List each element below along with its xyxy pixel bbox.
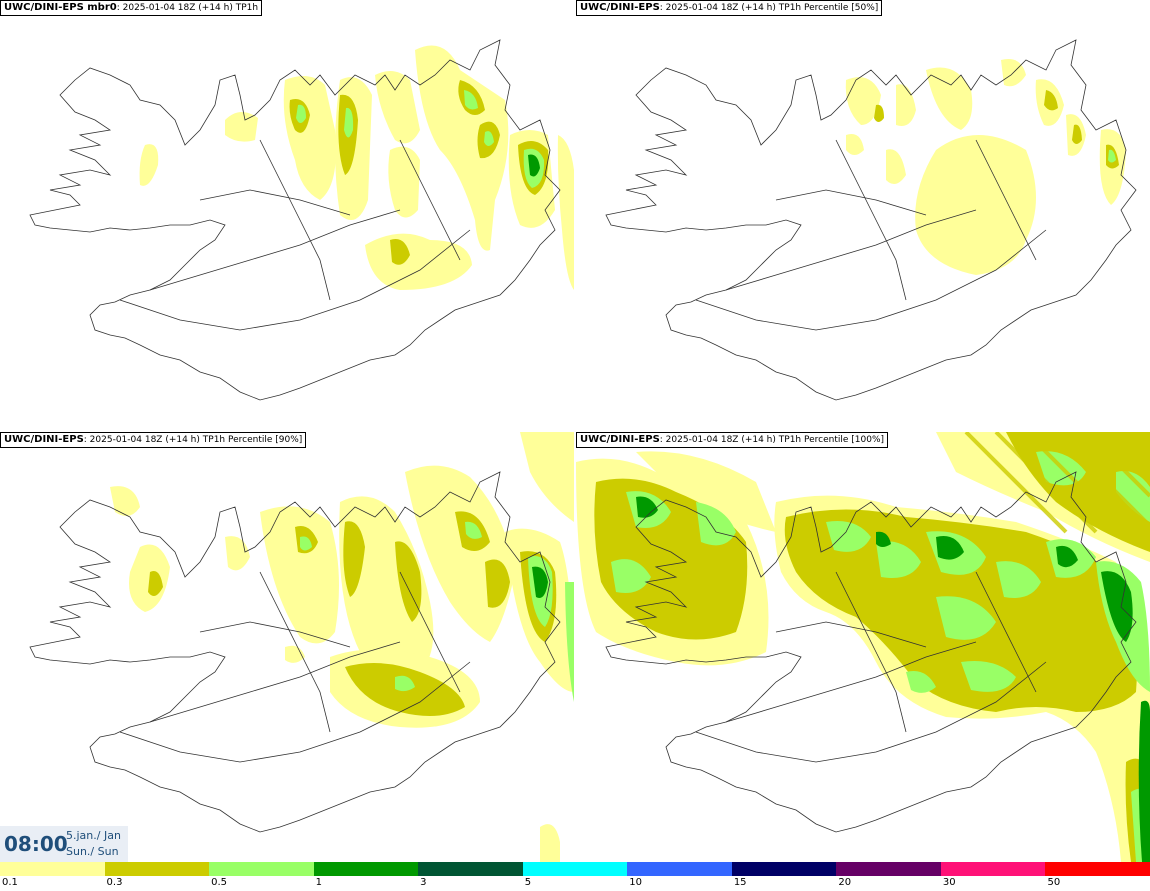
panel-divider xyxy=(574,0,576,862)
map-panel-p100: UWC/DINI-EPS: 2025-01-04 18Z (+14 h) TP1… xyxy=(576,432,1150,862)
precip-map xyxy=(29,39,574,401)
colorbar-swatch xyxy=(209,862,314,876)
iceland-coastline xyxy=(29,471,561,833)
panel-title: UWC/DINI-EPS: 2025-01-04 18Z (+14 h) TP1… xyxy=(576,0,883,16)
precip-map xyxy=(605,39,1137,401)
colorbar-swatch xyxy=(940,862,1046,876)
precip-map xyxy=(576,432,1150,862)
colorbar-swatch xyxy=(418,862,523,876)
colorbar-label: 3 xyxy=(420,877,427,888)
colorbar-swatch xyxy=(0,862,105,876)
valid-date-weekday: Sun./ Sun xyxy=(66,845,119,858)
colorbar-swatch xyxy=(836,862,941,876)
colorbar-label: 5 xyxy=(524,877,532,888)
precip-contours xyxy=(576,432,1150,862)
colorbar-swatch xyxy=(1045,862,1150,876)
colorbar-swatch xyxy=(522,862,628,876)
map-panel-mbr0: UWC/DINI-EPS mbr0: 2025-01-04 18Z (+14 h… xyxy=(0,0,574,430)
colorbar-label: 1 xyxy=(315,877,322,888)
colorbar-labels: 0.1 0.3 0.5 1 3 5 10 15 20 30 50 xyxy=(0,876,1150,891)
panel-title: UWC/DINI-EPS: 2025-01-04 18Z (+14 h) TP1… xyxy=(0,432,307,448)
map-panel-p50: UWC/DINI-EPS: 2025-01-04 18Z (+14 h) TP1… xyxy=(576,0,1150,430)
iceland-coastline xyxy=(605,39,1137,401)
precip-contours xyxy=(110,432,574,862)
colorbar-swatch xyxy=(731,862,837,876)
iceland-coastline xyxy=(29,39,561,401)
iceland-coastline xyxy=(605,471,1137,833)
precip-contours xyxy=(845,59,1126,275)
rain-bands xyxy=(964,432,1150,534)
panel-title: UWC/DINI-EPS: 2025-01-04 18Z (+14 h) TP1… xyxy=(576,432,889,448)
valid-time: 08:00 xyxy=(4,832,68,856)
colorbar-swatch xyxy=(313,862,419,876)
valid-time-box: 08:00 5.jan./ Jan Sun./ Sun xyxy=(0,826,128,862)
colorbar-label: 10 xyxy=(629,877,642,888)
precip-contours xyxy=(139,45,574,290)
precip-colorbar xyxy=(0,862,1150,876)
valid-date-day: 5.jan./ Jan xyxy=(66,829,121,842)
colorbar-swatch xyxy=(104,862,210,876)
colorbar-swatch xyxy=(627,862,732,876)
colorbar-label: 0.3 xyxy=(106,877,123,888)
map-panel-p90: UWC/DINI-EPS: 2025-01-04 18Z (+14 h) TP1… xyxy=(0,432,574,862)
precip-map xyxy=(29,432,574,862)
colorbar-label: 50 xyxy=(1047,877,1061,888)
colorbar-label: 0.5 xyxy=(211,877,227,888)
colorbar-label: 0.1 xyxy=(2,877,18,888)
colorbar-label: 20 xyxy=(838,877,852,888)
colorbar-label: 30 xyxy=(942,877,956,888)
panel-title: UWC/DINI-EPS mbr0: 2025-01-04 18Z (+14 h… xyxy=(0,0,263,16)
colorbar-label: 15 xyxy=(733,877,747,888)
